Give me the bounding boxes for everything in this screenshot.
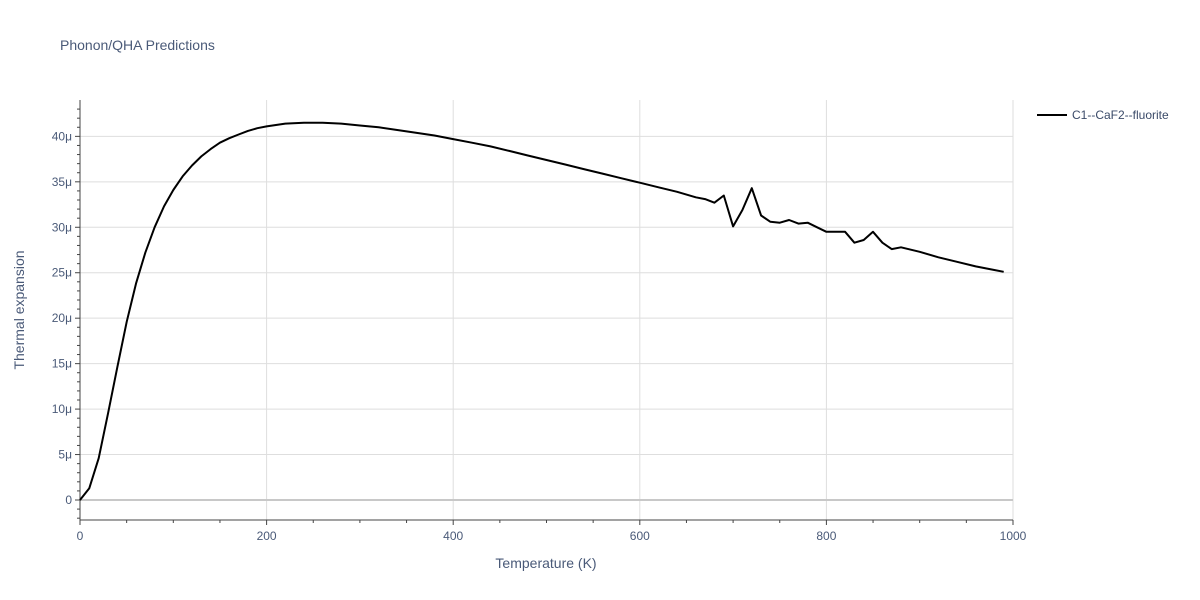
y-tick-label: 5μ (58, 448, 72, 462)
y-tick-label: 10μ (52, 402, 72, 416)
x-tick-label: 800 (816, 529, 836, 543)
chart-title: Phonon/QHA Predictions (60, 37, 215, 53)
series-line (79, 121, 1004, 501)
x-tick-label: 1000 (1000, 529, 1027, 543)
x-axis-title: Temperature (K) (495, 555, 596, 571)
y-tick-label: 40μ (52, 129, 72, 143)
axes (75, 100, 1014, 525)
y-tick-label: 35μ (52, 175, 72, 189)
y-tick-label: 0 (65, 493, 72, 507)
y-tick-label: 30μ (52, 220, 72, 234)
plot-series (79, 121, 1004, 501)
x-tick-label: 0 (77, 529, 84, 543)
x-ticks: 0 200 400 600 800 1000 (77, 529, 1027, 543)
y-tick-label: 20μ (52, 311, 72, 325)
legend[interactable]: C1--CaF2--fluorite (1037, 108, 1169, 122)
y-tick-label: 25μ (52, 266, 72, 280)
y-ticks: 0 5μ 10μ 15μ 20μ 25μ 30μ 35μ 40μ (52, 129, 73, 507)
x-tick-label: 600 (630, 529, 650, 543)
y-axis-title: Thermal expansion (11, 250, 27, 369)
y-tick-label: 15μ (52, 357, 72, 371)
x-tick-label: 400 (443, 529, 463, 543)
legend-label[interactable]: C1--CaF2--fluorite (1072, 108, 1169, 122)
grid (80, 100, 1014, 520)
x-tick-label: 200 (257, 529, 277, 543)
